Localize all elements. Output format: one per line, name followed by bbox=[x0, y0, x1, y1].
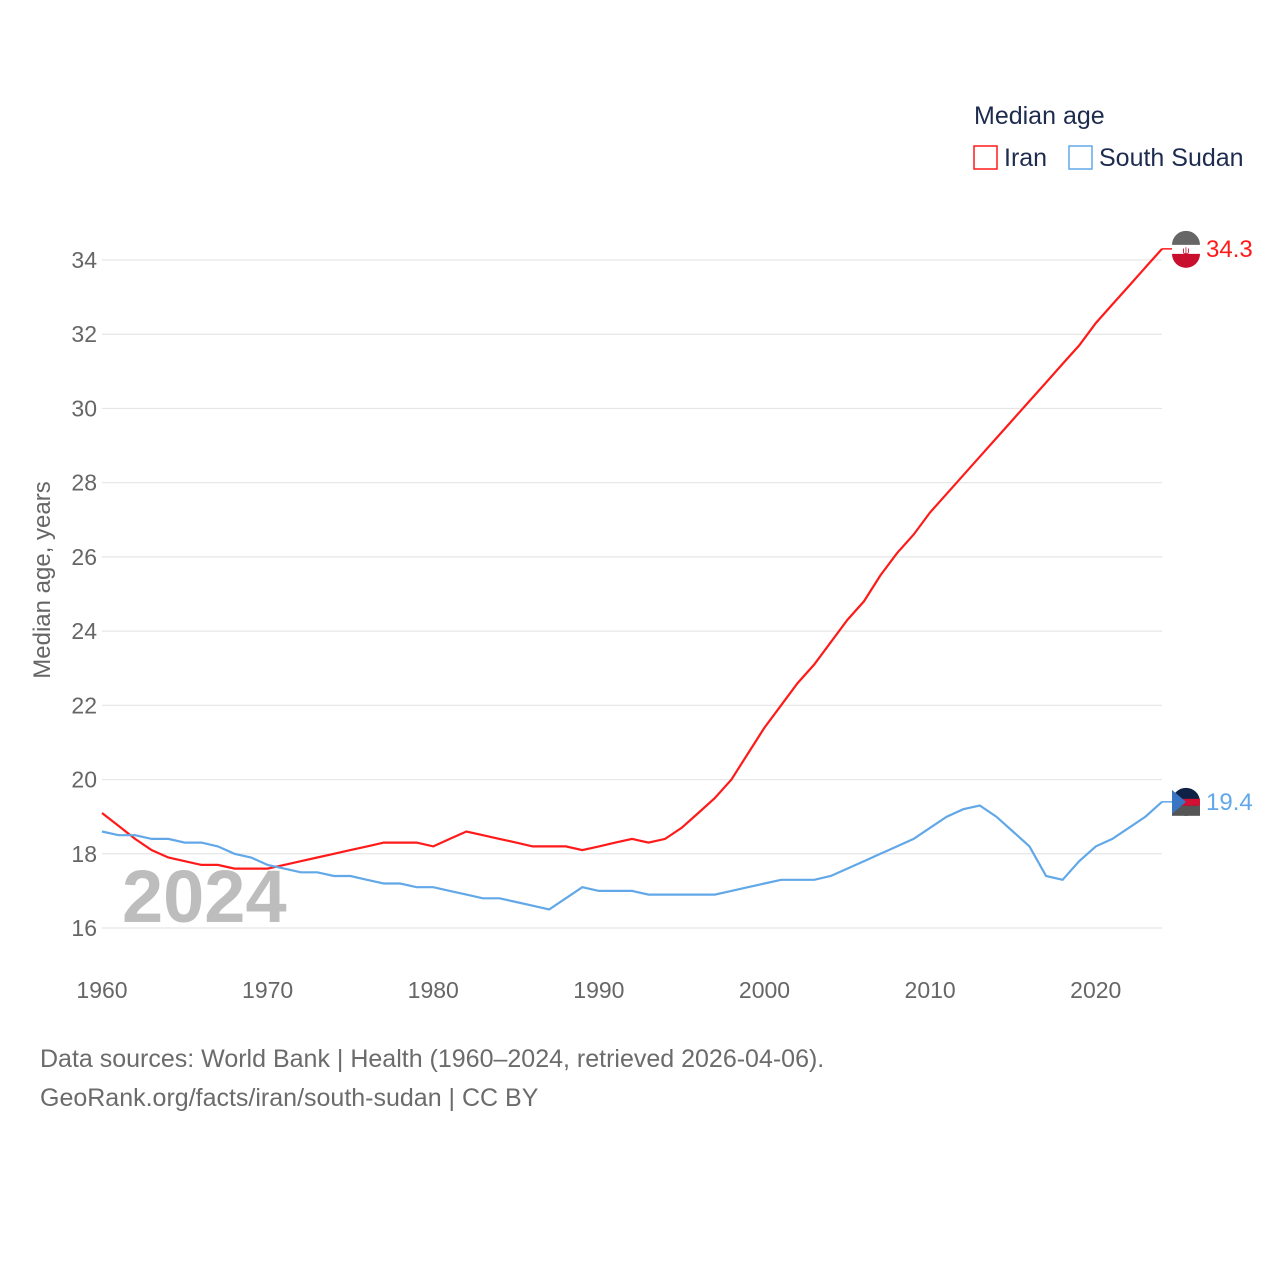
y-tick-label: 30 bbox=[71, 395, 97, 421]
source-line: Data sources: World Bank | Health (1960–… bbox=[40, 1045, 825, 1073]
flag-icon bbox=[1172, 787, 1200, 816]
legend-label: Iran bbox=[1004, 144, 1047, 172]
y-tick-label: 26 bbox=[71, 544, 97, 570]
legend-item-south-sudan[interactable]: South Sudan bbox=[1068, 144, 1244, 172]
x-tick-label: 1980 bbox=[408, 977, 459, 1003]
x-tick-label: 1990 bbox=[573, 977, 624, 1003]
legend-label: South Sudan bbox=[1099, 144, 1244, 172]
series-line-iran bbox=[101, 248, 1163, 870]
y-axis-label: Median age, years bbox=[29, 481, 56, 678]
legend-item-iran[interactable]: Iran bbox=[973, 144, 1047, 172]
legend-swatch bbox=[1068, 145, 1093, 170]
x-tick-label: 1970 bbox=[242, 977, 293, 1003]
end-value-label: 34.3 bbox=[1206, 236, 1253, 263]
y-tick-label: 24 bbox=[71, 618, 97, 644]
x-tick-label: 1960 bbox=[76, 977, 127, 1003]
y-tick-label: 18 bbox=[71, 841, 97, 867]
year-watermark: 2024 bbox=[122, 855, 287, 938]
y-tick-label: 22 bbox=[71, 692, 97, 718]
legend-swatch bbox=[973, 145, 998, 170]
series-line-south-sudan bbox=[101, 800, 1163, 911]
x-tick-label: 2000 bbox=[739, 977, 790, 1003]
source-link[interactable]: GeoRank.org/facts/iran/south-sudan | CC … bbox=[40, 1084, 539, 1112]
end-value-label: 19.4 bbox=[1206, 789, 1253, 816]
x-tick-label: 2010 bbox=[905, 977, 956, 1003]
y-tick-label: 28 bbox=[71, 470, 97, 496]
y-tick-label: 20 bbox=[71, 767, 97, 793]
y-tick-label: 16 bbox=[71, 915, 97, 941]
legend-title: Median age bbox=[974, 102, 1105, 130]
y-tick-label: 34 bbox=[71, 247, 97, 273]
flag-icon: ψ bbox=[1172, 230, 1200, 268]
y-tick-label: 32 bbox=[71, 321, 97, 347]
x-tick-label: 2020 bbox=[1070, 977, 1121, 1003]
svg-text:ψ: ψ bbox=[1182, 246, 1189, 257]
